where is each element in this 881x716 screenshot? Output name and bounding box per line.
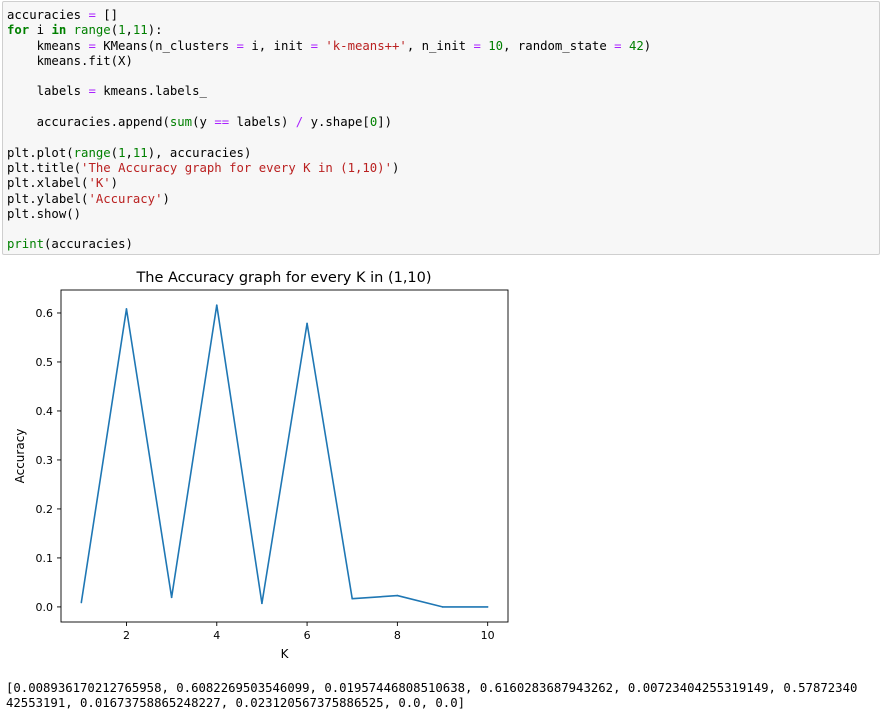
code-token: plt.title( bbox=[7, 160, 82, 175]
code-token: 11 bbox=[132, 23, 148, 38]
y-tick-label: 0.5 bbox=[36, 356, 54, 369]
code-token: 1 bbox=[118, 23, 126, 38]
accuracy-line-chart: The Accuracy graph for every K in (1,10)… bbox=[13, 270, 509, 661]
code-token: ) bbox=[392, 160, 400, 175]
code-token: kmeans.labels_ bbox=[95, 84, 207, 99]
data-point bbox=[441, 606, 444, 608]
code-token: i, init bbox=[243, 38, 311, 53]
code-token: , random_state bbox=[503, 38, 615, 53]
code-token: 42 bbox=[628, 38, 644, 53]
data-point bbox=[125, 308, 128, 310]
code-token: 'Accuracy' bbox=[88, 191, 163, 206]
code-token: in bbox=[51, 23, 67, 38]
code-editor[interactable]: accuracies = [] for i in range(1,11): km… bbox=[7, 8, 651, 253]
code-token bbox=[622, 39, 629, 53]
plot-area bbox=[60, 289, 509, 623]
data-point bbox=[486, 606, 489, 608]
code-token: labels) bbox=[229, 115, 296, 130]
code-token: / bbox=[295, 115, 304, 130]
code-token bbox=[66, 23, 73, 37]
cell-output: [0.008936170212765958, 0.608226950354609… bbox=[6, 681, 880, 711]
chart-title: The Accuracy graph for every K in (1,10) bbox=[135, 270, 431, 286]
code-token: range bbox=[73, 23, 111, 38]
code-token: , bbox=[125, 145, 133, 160]
code-token: plt.xlabel( bbox=[7, 176, 89, 191]
x-tick-label: 2 bbox=[123, 629, 130, 642]
code-token: ), accuracies) bbox=[147, 145, 252, 160]
code-token: , n_init bbox=[406, 38, 474, 53]
code-token: ]) bbox=[377, 115, 393, 130]
code-token: (y bbox=[192, 115, 215, 130]
y-tick-label: 0.1 bbox=[36, 552, 54, 565]
data-point bbox=[396, 594, 399, 597]
code-cell-input[interactable]: accuracies = [] for i in range(1,11): km… bbox=[2, 1, 880, 255]
code-token: = bbox=[88, 38, 96, 53]
code-token: 11 bbox=[132, 145, 148, 160]
y-tick-label: 0.6 bbox=[36, 307, 54, 320]
x-tick-label: 4 bbox=[213, 629, 220, 642]
y-tick-label: 0.2 bbox=[36, 503, 54, 516]
code-token: 1 bbox=[118, 145, 126, 160]
code-token: == bbox=[214, 115, 230, 130]
data-point bbox=[170, 596, 173, 599]
code-token: labels bbox=[7, 84, 89, 99]
code-token: = bbox=[310, 38, 318, 53]
code-token: i bbox=[29, 23, 52, 38]
code-token: , bbox=[125, 23, 133, 38]
code-token: ( bbox=[110, 145, 119, 160]
data-point bbox=[261, 602, 263, 605]
code-token: = bbox=[236, 38, 244, 53]
y-axis: 0.0 0.1 0.2 0.3 0.4 0.5 0.6 bbox=[36, 307, 61, 614]
data-point bbox=[215, 304, 218, 306]
x-axis: 2 4 6 8 10 bbox=[123, 622, 495, 642]
code-token: = bbox=[88, 8, 96, 22]
data-point bbox=[306, 322, 308, 325]
code-token: = bbox=[614, 38, 622, 53]
code-token: (accuracies) bbox=[44, 237, 133, 252]
code-token: [] bbox=[95, 8, 119, 22]
code-token: ) bbox=[162, 191, 170, 206]
code-token: range bbox=[73, 145, 111, 160]
code-token: plt.show() bbox=[7, 206, 82, 221]
x-tick-label: 10 bbox=[481, 629, 495, 642]
code-token: ( bbox=[110, 23, 119, 38]
code-token: = bbox=[88, 84, 96, 99]
x-tick-label: 6 bbox=[304, 629, 311, 642]
code-token: ): bbox=[147, 23, 163, 38]
code-token: 'k-means++' bbox=[325, 38, 407, 53]
code-token: 10 bbox=[488, 38, 504, 53]
code-token: print bbox=[7, 237, 45, 252]
code-token: 0 bbox=[369, 115, 378, 130]
code-token: ) bbox=[643, 38, 652, 53]
y-axis-label: Accuracy bbox=[13, 429, 27, 484]
y-tick-label: 0.0 bbox=[36, 601, 54, 614]
code-token: kmeans.fit(X) bbox=[7, 53, 133, 68]
output-line-2: 42553191, 0.01673758865248227, 0.0231205… bbox=[6, 696, 466, 710]
code-token: sum bbox=[169, 115, 193, 130]
y-tick-label: 0.3 bbox=[36, 454, 54, 467]
x-tick-label: 8 bbox=[394, 629, 401, 642]
data-point bbox=[80, 601, 83, 604]
code-token: ) bbox=[110, 176, 119, 191]
code-token: 'The Accuracy graph for every K in (1,10… bbox=[81, 160, 392, 175]
code-token: y.shape[ bbox=[303, 115, 370, 130]
code-token: 'K' bbox=[88, 176, 111, 191]
x-axis-label: K bbox=[281, 647, 290, 661]
code-token: plt.ylabel( bbox=[7, 191, 89, 206]
code-token: KMeans(n_clusters bbox=[95, 38, 237, 53]
y-tick-label: 0.4 bbox=[36, 405, 54, 418]
code-token: = bbox=[473, 38, 481, 53]
data-point bbox=[351, 597, 354, 600]
accuracy-series-line bbox=[80, 304, 488, 608]
code-token: accuracies bbox=[7, 8, 89, 22]
code-token: kmeans bbox=[7, 38, 89, 53]
code-token: accuracies.append( bbox=[7, 115, 170, 130]
code-token: for bbox=[7, 23, 30, 38]
code-token: plt.plot( bbox=[7, 145, 74, 160]
output-line-1: [0.008936170212765958, 0.608226950354609… bbox=[6, 681, 858, 695]
